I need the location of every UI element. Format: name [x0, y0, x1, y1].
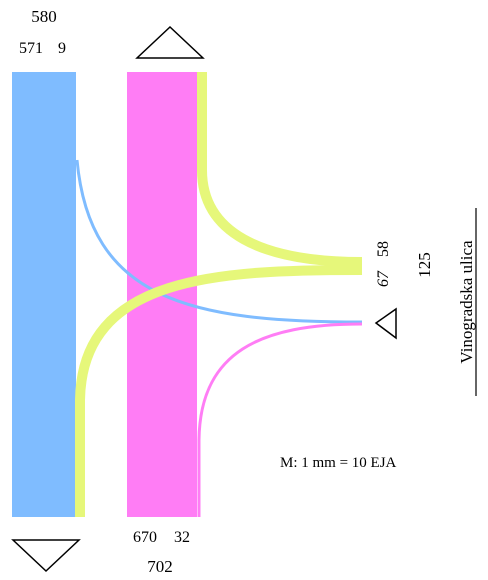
- street-name-label: Vinogradska ulica: [457, 240, 476, 364]
- blue-turn-flow: [75, 159, 363, 324]
- triangle-left-icon: [374, 307, 397, 340]
- left-split-a-label: 571: [19, 40, 43, 57]
- yellow-turn-flow-top: [197, 72, 363, 267]
- magenta-turn-flow: [197, 322, 363, 517]
- yellow-turn-flow-bottom: [75, 265, 363, 517]
- left-split-b-label: 9: [58, 40, 66, 57]
- triangle-up-icon: [135, 25, 205, 59]
- triangle-down-icon: [11, 539, 81, 573]
- scale-note: M: 1 mm = 10 EJA: [280, 455, 397, 471]
- right-split-a-label: 67: [375, 270, 392, 287]
- left-total-label: 580: [31, 7, 57, 26]
- bottom-split-b-label: 32: [174, 529, 190, 546]
- blue-vertical-flow: [12, 72, 76, 517]
- bottom-split-a-label: 670: [133, 529, 157, 546]
- right-total-label: 125: [415, 252, 434, 278]
- right-split-b-label: 58: [375, 241, 392, 257]
- bottom-total-label: 702: [147, 557, 173, 576]
